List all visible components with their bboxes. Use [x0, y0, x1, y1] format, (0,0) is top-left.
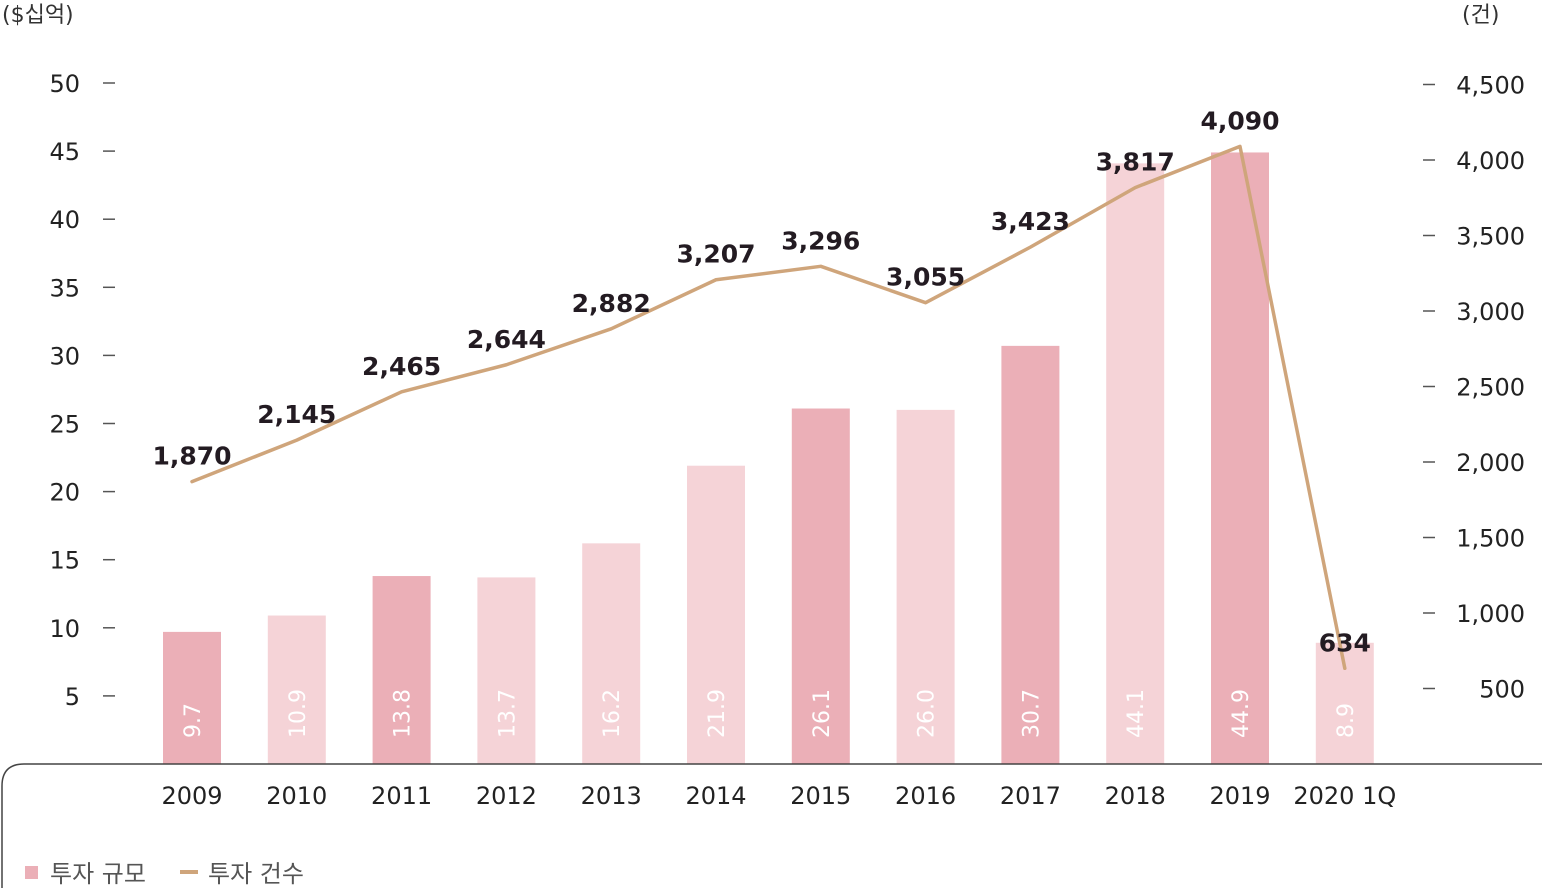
category-label: 2019	[1209, 782, 1270, 810]
line-value-label: 3,207	[676, 240, 755, 269]
line-value-label: 634	[1319, 628, 1371, 657]
bar-value-label: 21.9	[705, 689, 730, 738]
bar-value-label: 13.8	[391, 689, 416, 738]
bar	[1001, 345, 1060, 764]
bar-value-label: 26.0	[915, 689, 940, 738]
category-label: 2020 1Q	[1293, 782, 1396, 810]
left-tick-label: 25	[49, 411, 80, 439]
bar	[163, 631, 221, 764]
left-tick-label: 40	[49, 206, 80, 234]
right-tick-label: 3,000	[1456, 298, 1525, 326]
left-tick-label: 20	[49, 479, 80, 507]
right-tick-label: 1,500	[1456, 525, 1525, 553]
category-label: 2012	[476, 782, 537, 810]
bar	[1211, 152, 1269, 764]
legend-bar-label: 투자 규모	[50, 860, 146, 888]
x-axis: 2009 2010 2011 2012 2013 2014 2015 2016 2017 2018…	[161, 782, 1396, 810]
line-value-label: 3,817	[1096, 148, 1175, 177]
line-value-label: 1,870	[152, 442, 231, 471]
left-tick-label: 10	[49, 615, 80, 643]
line-value-label: 3,423	[991, 207, 1070, 236]
left-tick-label: 5	[65, 683, 80, 711]
line-path	[190, 144, 1347, 671]
bar-value-label: 30.7	[1019, 689, 1044, 738]
bar-series: 9.7 10.9 13.8 13.7 16.2 21.9 26.1 26.0 30.7 44.1 4…	[163, 152, 1374, 764]
left-tick-label: 45	[49, 138, 80, 166]
right-tick-label: 2,500	[1456, 374, 1525, 402]
line-value-label: 3,055	[886, 263, 965, 292]
bar-value-label: 16.2	[600, 689, 625, 738]
left-tick-label: 50	[49, 70, 80, 98]
category-label: 2017	[1000, 782, 1061, 810]
legend: 투자 규모 투자 건수	[25, 860, 304, 888]
right-tick-label: 4,500	[1456, 72, 1525, 100]
bar-value-label: 44.1	[1124, 689, 1149, 738]
line-value-label: 2,465	[362, 352, 441, 381]
right-tick-label: 2,000	[1456, 449, 1525, 477]
bar-value-label: 44.9	[1229, 689, 1254, 738]
right-tick-label: 500	[1479, 676, 1525, 704]
left-axis: 5 10 15 20 25 30 35 40 45 50	[49, 70, 115, 711]
category-label: 2018	[1105, 782, 1166, 810]
right-axis: 500 1,000 1,500 2,000 2,500 3,000 3,500 4,000 4,…	[1423, 72, 1525, 704]
category-label: 2015	[790, 782, 851, 810]
left-tick-label: 35	[49, 274, 80, 302]
bar-value-label: 10.9	[286, 689, 311, 738]
category-label: 2016	[895, 782, 956, 810]
bar-value-label: 8.9	[1334, 703, 1359, 738]
left-axis-unit: ($십억)	[2, 3, 74, 28]
bar	[1106, 163, 1165, 764]
bar	[267, 615, 326, 764]
category-label: 2010	[266, 782, 327, 810]
line-value-label: 2,882	[572, 289, 651, 318]
category-label: 2011	[371, 782, 432, 810]
bar	[791, 408, 850, 764]
right-tick-label: 1,000	[1456, 600, 1525, 628]
legend-bar-swatch	[25, 866, 38, 879]
right-axis-unit: (건)	[1462, 3, 1499, 28]
line-value-label: 3,296	[781, 226, 860, 255]
legend-frame	[1, 763, 1542, 888]
bar	[896, 409, 955, 764]
line-value-label: 2,145	[257, 400, 336, 429]
bar	[687, 465, 745, 764]
category-label: 2014	[685, 782, 746, 810]
bar-value-label: 13.7	[495, 689, 520, 738]
right-tick-label: 3,500	[1456, 223, 1525, 251]
left-tick-label: 15	[49, 547, 80, 575]
bar	[582, 543, 641, 764]
bar-value-label: 9.7	[181, 703, 206, 738]
right-tick-label: 4,000	[1456, 147, 1525, 175]
legend-line-label: 투자 건수	[208, 860, 304, 888]
category-label: 2009	[161, 782, 222, 810]
left-tick-label: 30	[49, 342, 80, 370]
line-value-label: 2,644	[467, 325, 546, 354]
bar-value-label: 26.1	[810, 689, 835, 738]
bar	[477, 577, 536, 764]
category-label: 2013	[581, 782, 642, 810]
line-series: 1,870 2,145 2,465 2,644 2,882 3,207 3,296 3,055…	[152, 106, 1371, 671]
bar	[372, 576, 431, 764]
line-value-label: 4,090	[1200, 106, 1279, 135]
